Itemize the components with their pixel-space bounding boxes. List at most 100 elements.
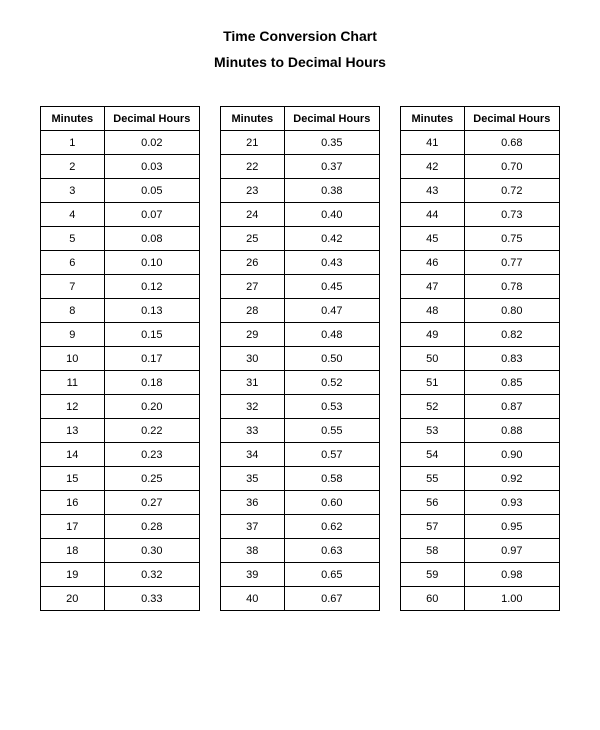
table-row: 360.60	[221, 491, 380, 515]
cell-decimal-hours: 0.87	[464, 395, 559, 419]
cell-decimal-hours: 0.20	[104, 395, 199, 419]
table-row: 110.18	[41, 371, 200, 395]
page-subtitle: Minutes to Decimal Hours	[40, 54, 560, 70]
cell-decimal-hours: 0.53	[284, 395, 379, 419]
cell-minutes: 39	[221, 563, 285, 587]
table-header-row: MinutesDecimal Hours	[41, 107, 200, 131]
table-row: 480.80	[401, 299, 560, 323]
conversion-table-2: MinutesDecimal Hours210.35220.37230.3824…	[220, 106, 380, 611]
header-minutes: Minutes	[41, 107, 105, 131]
cell-decimal-hours: 0.40	[284, 203, 379, 227]
table-row: 530.88	[401, 419, 560, 443]
table-row: 40.07	[41, 203, 200, 227]
cell-minutes: 48	[401, 299, 465, 323]
cell-decimal-hours: 0.18	[104, 371, 199, 395]
table-row: 20.03	[41, 155, 200, 179]
cell-minutes: 4	[41, 203, 105, 227]
cell-minutes: 2	[41, 155, 105, 179]
cell-decimal-hours: 0.05	[104, 179, 199, 203]
conversion-table-3: MinutesDecimal Hours410.68420.70430.7244…	[400, 106, 560, 611]
table-row: 130.22	[41, 419, 200, 443]
cell-decimal-hours: 0.12	[104, 275, 199, 299]
cell-minutes: 45	[401, 227, 465, 251]
cell-minutes: 37	[221, 515, 285, 539]
cell-minutes: 7	[41, 275, 105, 299]
cell-decimal-hours: 0.65	[284, 563, 379, 587]
cell-decimal-hours: 0.88	[464, 419, 559, 443]
cell-minutes: 10	[41, 347, 105, 371]
table-row: 150.25	[41, 467, 200, 491]
table-row: 180.30	[41, 539, 200, 563]
cell-decimal-hours: 0.48	[284, 323, 379, 347]
table-row: 240.40	[221, 203, 380, 227]
cell-decimal-hours: 0.80	[464, 299, 559, 323]
table-row: 270.45	[221, 275, 380, 299]
cell-decimal-hours: 0.58	[284, 467, 379, 491]
cell-decimal-hours: 0.85	[464, 371, 559, 395]
cell-decimal-hours: 0.57	[284, 443, 379, 467]
table-row: 500.83	[401, 347, 560, 371]
cell-minutes: 42	[401, 155, 465, 179]
cell-minutes: 34	[221, 443, 285, 467]
table-row: 510.85	[401, 371, 560, 395]
cell-minutes: 24	[221, 203, 285, 227]
cell-decimal-hours: 0.35	[284, 131, 379, 155]
cell-minutes: 14	[41, 443, 105, 467]
cell-decimal-hours: 0.73	[464, 203, 559, 227]
table-row: 580.97	[401, 539, 560, 563]
table-row: 550.92	[401, 467, 560, 491]
cell-minutes: 32	[221, 395, 285, 419]
cell-minutes: 8	[41, 299, 105, 323]
cell-decimal-hours: 0.42	[284, 227, 379, 251]
cell-decimal-hours: 0.25	[104, 467, 199, 491]
cell-decimal-hours: 0.13	[104, 299, 199, 323]
tables-container: MinutesDecimal Hours10.0220.0330.0540.07…	[40, 106, 560, 611]
cell-decimal-hours: 0.83	[464, 347, 559, 371]
table-row: 120.20	[41, 395, 200, 419]
table-row: 190.32	[41, 563, 200, 587]
cell-minutes: 6	[41, 251, 105, 275]
cell-minutes: 59	[401, 563, 465, 587]
cell-minutes: 33	[221, 419, 285, 443]
cell-decimal-hours: 0.52	[284, 371, 379, 395]
cell-minutes: 35	[221, 467, 285, 491]
table-row: 50.08	[41, 227, 200, 251]
table-row: 170.28	[41, 515, 200, 539]
cell-minutes: 56	[401, 491, 465, 515]
cell-minutes: 44	[401, 203, 465, 227]
header-decimal-hours: Decimal Hours	[104, 107, 199, 131]
cell-decimal-hours: 0.55	[284, 419, 379, 443]
cell-decimal-hours: 0.72	[464, 179, 559, 203]
page: Time Conversion Chart Minutes to Decimal…	[0, 0, 600, 641]
table-row: 450.75	[401, 227, 560, 251]
cell-decimal-hours: 0.77	[464, 251, 559, 275]
table-row: 300.50	[221, 347, 380, 371]
cell-decimal-hours: 0.98	[464, 563, 559, 587]
cell-decimal-hours: 0.38	[284, 179, 379, 203]
table-row: 440.73	[401, 203, 560, 227]
table-row: 340.57	[221, 443, 380, 467]
cell-minutes: 25	[221, 227, 285, 251]
title-block: Time Conversion Chart Minutes to Decimal…	[40, 28, 560, 70]
cell-decimal-hours: 0.03	[104, 155, 199, 179]
table-row: 80.13	[41, 299, 200, 323]
cell-decimal-hours: 0.60	[284, 491, 379, 515]
cell-decimal-hours: 0.92	[464, 467, 559, 491]
cell-decimal-hours: 0.90	[464, 443, 559, 467]
cell-decimal-hours: 0.10	[104, 251, 199, 275]
table-row: 540.90	[401, 443, 560, 467]
cell-minutes: 40	[221, 587, 285, 611]
table-row: 280.47	[221, 299, 380, 323]
cell-decimal-hours: 1.00	[464, 587, 559, 611]
cell-minutes: 53	[401, 419, 465, 443]
cell-minutes: 21	[221, 131, 285, 155]
cell-minutes: 15	[41, 467, 105, 491]
cell-decimal-hours: 0.67	[284, 587, 379, 611]
table-row: 380.63	[221, 539, 380, 563]
table-row: 260.43	[221, 251, 380, 275]
cell-minutes: 20	[41, 587, 105, 611]
cell-decimal-hours: 0.28	[104, 515, 199, 539]
cell-minutes: 22	[221, 155, 285, 179]
table-row: 520.87	[401, 395, 560, 419]
table-row: 370.62	[221, 515, 380, 539]
